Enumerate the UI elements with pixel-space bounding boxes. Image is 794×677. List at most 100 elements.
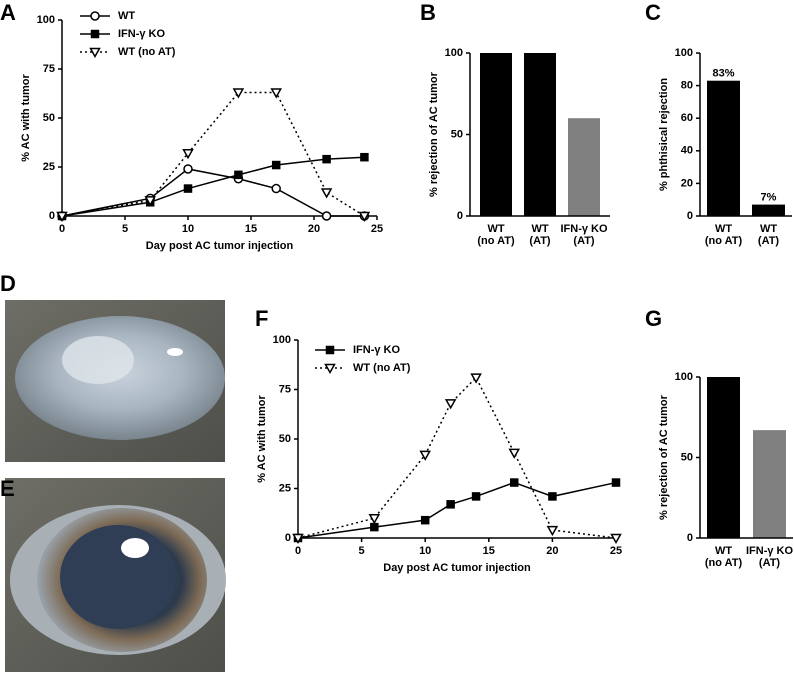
y-tick-label: 0 xyxy=(687,532,693,544)
panel-letter: A xyxy=(0,0,16,25)
y-axis-label: % AC with tumor xyxy=(256,394,268,482)
y-tick-label: 100 xyxy=(445,47,463,59)
y-tick-label: 0 xyxy=(687,210,693,222)
x-axis-label: Day post AC tumor injection xyxy=(383,562,531,574)
bar xyxy=(480,53,512,216)
marker xyxy=(144,196,156,207)
marker xyxy=(368,513,381,525)
panel-letter: D xyxy=(0,271,16,296)
photo-d xyxy=(5,300,225,462)
marker xyxy=(183,184,193,193)
marker xyxy=(611,478,621,487)
x-tick-label: 10 xyxy=(419,545,431,557)
marker xyxy=(270,88,282,99)
legend-marker xyxy=(90,29,100,39)
y-tick-label: 100 xyxy=(273,334,291,346)
legend-label: WT (no AT) xyxy=(118,46,176,58)
marker xyxy=(546,525,559,537)
x-tick-label: 20 xyxy=(546,545,558,557)
x-tick-label: (no AT) xyxy=(705,235,743,247)
series-line xyxy=(297,376,617,539)
marker xyxy=(446,500,455,509)
y-tick-label: 50 xyxy=(681,451,693,463)
series-line xyxy=(297,481,617,539)
bar xyxy=(752,204,785,216)
y-tick-label: 0 xyxy=(49,210,55,222)
x-tick-label: 25 xyxy=(610,545,622,557)
value-label: 83% xyxy=(712,68,734,80)
bar xyxy=(568,118,600,216)
x-tick-label: (no AT) xyxy=(705,557,743,569)
y-tick-label: 100 xyxy=(37,14,55,26)
panel-letter: E xyxy=(0,476,15,501)
panel-letter: G xyxy=(645,306,662,331)
legend-marker xyxy=(89,47,101,59)
x-tick-label: (AT) xyxy=(573,235,595,247)
marker xyxy=(548,492,557,501)
y-tick-label: 25 xyxy=(279,482,291,494)
x-tick-label: 25 xyxy=(371,223,383,235)
y-tick-label: 75 xyxy=(43,63,55,75)
x-tick-label: WT xyxy=(715,545,732,557)
y-tick-label: 100 xyxy=(675,371,693,383)
marker xyxy=(320,188,333,199)
y-tick-label: 0 xyxy=(285,532,291,544)
marker xyxy=(292,533,304,545)
y-tick-label: 50 xyxy=(451,128,463,140)
bar xyxy=(524,53,556,216)
y-tick-label: 40 xyxy=(681,145,693,157)
panel-letter: F xyxy=(255,306,268,331)
x-tick-label: 15 xyxy=(245,223,257,235)
marker xyxy=(358,211,371,223)
y-tick-label: 0 xyxy=(457,210,463,222)
y-tick-label: 20 xyxy=(681,177,693,189)
legend-label: IFN-γ KO xyxy=(118,28,166,40)
legend-label: WT xyxy=(118,10,135,22)
marker xyxy=(182,149,194,160)
marker xyxy=(321,211,332,221)
y-tick-label: 50 xyxy=(43,112,55,124)
marker xyxy=(419,450,431,461)
marker xyxy=(610,533,622,545)
x-axis-label: Day post AC tumor injection xyxy=(146,240,294,252)
bar xyxy=(707,80,740,217)
x-tick-label: 10 xyxy=(182,223,194,235)
y-tick-label: 75 xyxy=(279,383,291,395)
y-tick-label: 60 xyxy=(681,112,693,124)
x-tick-label: (no AT) xyxy=(477,235,515,247)
y-axis-label: % AC with tumor xyxy=(20,73,32,161)
x-tick-label: 15 xyxy=(483,545,495,557)
marker xyxy=(56,211,68,223)
x-tick-label: IFN-γ KO xyxy=(560,223,608,235)
x-tick-label: 5 xyxy=(122,223,128,235)
marker xyxy=(420,515,430,525)
marker xyxy=(234,170,243,180)
marker xyxy=(508,448,521,459)
marker xyxy=(509,478,519,487)
legend-label: WT (no AT) xyxy=(353,362,411,374)
y-axis-label: % phthisical rejection xyxy=(658,78,670,191)
marker xyxy=(470,373,482,384)
series-line xyxy=(61,91,365,217)
y-tick-label: 25 xyxy=(43,161,55,173)
x-tick-label: WT xyxy=(487,223,504,235)
x-tick-label: WT xyxy=(531,223,548,235)
photo-e xyxy=(5,478,226,672)
marker xyxy=(271,160,281,170)
marker xyxy=(360,152,369,162)
marker xyxy=(183,164,193,174)
x-tick-label: (AT) xyxy=(529,235,551,247)
opacity xyxy=(62,336,134,384)
marker xyxy=(322,154,331,164)
marker xyxy=(471,492,481,501)
y-tick-label: 100 xyxy=(675,47,693,59)
legend-marker xyxy=(325,345,335,355)
x-tick-label: 0 xyxy=(295,545,301,557)
x-tick-label: WT xyxy=(715,223,732,235)
bar xyxy=(753,430,786,538)
y-tick-label: 80 xyxy=(681,80,693,92)
marker xyxy=(271,183,281,194)
bar xyxy=(707,377,740,538)
x-tick-label: WT xyxy=(760,223,777,235)
